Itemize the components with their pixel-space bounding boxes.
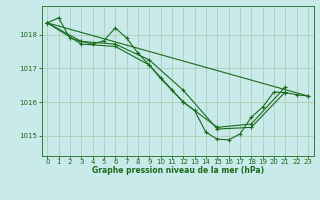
X-axis label: Graphe pression niveau de la mer (hPa): Graphe pression niveau de la mer (hPa) bbox=[92, 166, 264, 175]
